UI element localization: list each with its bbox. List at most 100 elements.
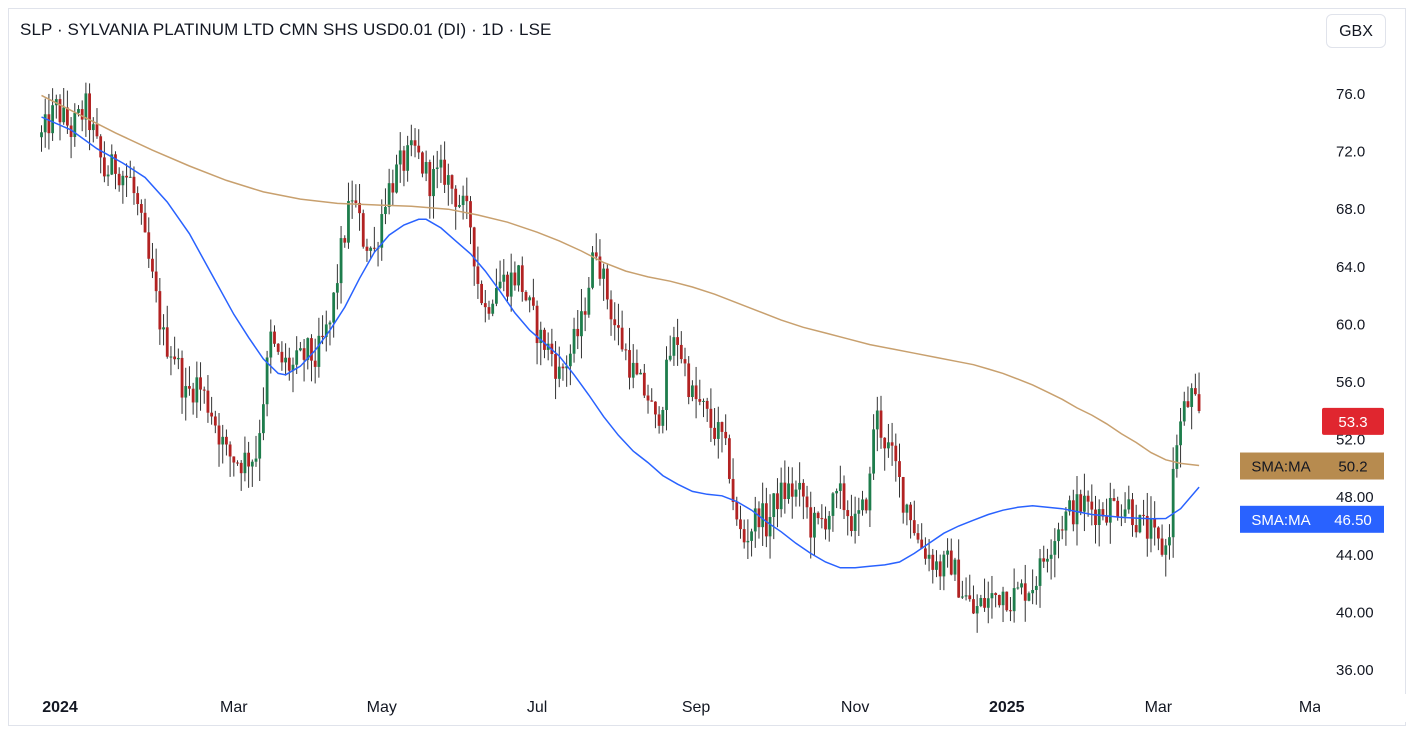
candle-body xyxy=(539,329,543,344)
candle xyxy=(443,141,447,194)
candle xyxy=(1153,501,1157,546)
candle-body xyxy=(443,159,447,185)
candle-body xyxy=(1138,514,1142,533)
candle xyxy=(1160,524,1164,557)
candle xyxy=(1023,564,1027,622)
candle-body xyxy=(1134,525,1138,533)
candle-body xyxy=(269,331,273,358)
candle-body xyxy=(398,150,402,165)
candle-body xyxy=(372,247,376,249)
candle-body xyxy=(1012,588,1016,612)
candle xyxy=(720,421,724,453)
candle-body xyxy=(184,386,188,398)
candle-body xyxy=(1094,509,1097,526)
candle-body xyxy=(461,195,465,206)
candle xyxy=(413,128,417,158)
candle-body xyxy=(106,174,110,177)
y-tick-label: 60.0 xyxy=(1336,316,1365,333)
candle xyxy=(757,501,761,539)
candle xyxy=(1097,499,1101,547)
candle xyxy=(58,94,62,141)
candle-body xyxy=(188,386,191,389)
candle xyxy=(916,524,920,544)
candle-body xyxy=(679,344,683,360)
candle xyxy=(997,594,1001,608)
candle-body xyxy=(47,114,51,134)
candle-body xyxy=(820,518,824,520)
candle-body xyxy=(583,311,587,315)
candle-body xyxy=(476,266,480,284)
sma-fast-name-box xyxy=(1240,505,1322,533)
candle xyxy=(517,264,520,292)
candle-body xyxy=(95,124,99,137)
candle-body xyxy=(121,175,125,186)
candle xyxy=(580,288,583,359)
price-axis[interactable]: 76.0 72.0 68.0 64.0 60.0 56.0 52.0 48.00 44.00 40… xyxy=(1336,86,1374,679)
x-tick-label: Nov xyxy=(841,699,869,716)
candle xyxy=(47,93,51,150)
x-tick-label: Sep xyxy=(682,699,711,716)
candle-body xyxy=(960,596,964,598)
candle-body xyxy=(395,164,398,193)
candle xyxy=(790,467,794,519)
candle-body xyxy=(358,202,361,214)
candle-body xyxy=(901,476,905,513)
y-tick-label: 72.0 xyxy=(1336,144,1365,161)
candle xyxy=(469,196,472,245)
candle xyxy=(990,575,994,619)
candle xyxy=(964,577,968,601)
candle-body xyxy=(258,433,262,459)
candle-body xyxy=(543,329,546,350)
candle xyxy=(1094,495,1097,544)
candle xyxy=(509,253,513,312)
candle xyxy=(1134,504,1138,538)
candle-body xyxy=(883,437,887,449)
candle-body xyxy=(321,335,324,338)
candle-body xyxy=(617,325,620,328)
candle-body xyxy=(813,512,816,538)
candle-body xyxy=(668,355,672,360)
candle-body xyxy=(317,335,321,367)
candle xyxy=(727,434,731,484)
candle-body xyxy=(628,350,631,378)
time-axis[interactable]: 2024 Mar May Jul Sep Nov 2025 Mar Ma xyxy=(42,694,1410,722)
candle xyxy=(324,310,328,352)
candle xyxy=(609,290,613,336)
sma-slow-name: SMA:MA xyxy=(1251,459,1310,476)
candle-body xyxy=(250,461,254,467)
candle xyxy=(99,134,103,174)
candle-body xyxy=(1053,541,1057,555)
candle-body xyxy=(1075,494,1079,525)
candle-body xyxy=(302,348,306,360)
candle-body xyxy=(923,548,927,559)
candle-body xyxy=(920,539,924,549)
candle xyxy=(713,408,716,446)
candle-body xyxy=(702,400,705,402)
candle-body xyxy=(739,519,742,530)
candle-body xyxy=(487,307,491,314)
candle xyxy=(298,341,302,352)
currency-button[interactable]: GBX xyxy=(1326,14,1386,48)
candle xyxy=(228,441,232,477)
candle xyxy=(864,497,868,514)
candle-body xyxy=(890,442,894,446)
candle-body xyxy=(735,501,739,520)
candle-body xyxy=(465,195,469,202)
candle xyxy=(1108,482,1112,544)
candle xyxy=(935,550,938,578)
candle xyxy=(1175,434,1179,478)
candle xyxy=(54,94,58,119)
candle xyxy=(554,341,557,400)
candle-body xyxy=(432,168,435,197)
candle xyxy=(572,317,576,363)
candle xyxy=(631,344,635,389)
candle xyxy=(923,537,927,565)
candle-body xyxy=(931,554,935,570)
candle-body xyxy=(650,400,654,402)
candle xyxy=(639,369,643,375)
candle xyxy=(628,327,631,390)
candle xyxy=(861,490,864,516)
candle xyxy=(306,337,310,370)
candle-body xyxy=(990,593,994,599)
